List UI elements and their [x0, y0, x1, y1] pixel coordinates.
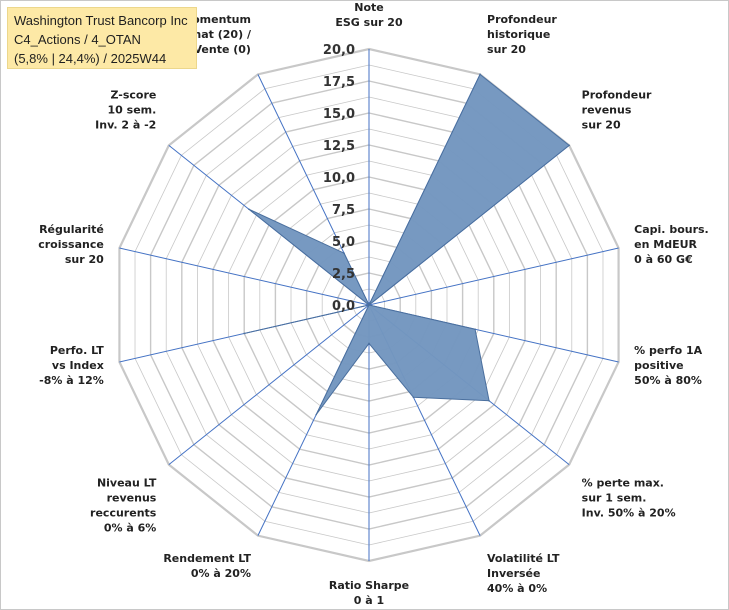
axis-label: Volatilité LT Inversée 40% à 0%: [487, 552, 560, 595]
title-box: Washington Trust Bancorp Inc C4_Actions …: [7, 7, 197, 69]
tick-label: 12,5: [323, 139, 355, 154]
series-point: [479, 73, 481, 76]
series-point: [412, 396, 415, 399]
series-point: [488, 399, 490, 402]
axis-spoke: [168, 304, 370, 466]
series-point: [343, 252, 345, 254]
axis-label: Perfo. LT vs Index -8% à 12%: [39, 344, 104, 387]
series-point: [368, 304, 370, 306]
title-company: Washington Trust Bancorp Inc: [14, 13, 188, 28]
tick-label: 7,5: [332, 203, 355, 218]
series-point: [315, 413, 318, 416]
axis-label: Profondeur revenus sur 20: [582, 88, 652, 131]
title-category: C4_Actions / 4_OTAN: [14, 32, 141, 47]
axis-label: Capi. bours. en MdEUR 0 à 60 G€: [634, 223, 709, 266]
title-stats: (5,8% | 24,4%) / 2025W44: [14, 51, 167, 66]
axis-spoke: [368, 247, 619, 306]
axis-label: Rendement LT 0% à 20%: [163, 552, 251, 580]
tick-label: 20,0: [323, 43, 355, 58]
axis-spoke: [119, 247, 370, 306]
series-point: [243, 332, 246, 335]
series-point: [474, 328, 476, 331]
tick-label: 10,0: [323, 171, 355, 186]
axis-label: Régularité croissance sur 20: [38, 223, 104, 266]
axis-label: Z-score 10 sem. Inv. 2 à -2: [95, 88, 156, 131]
tick-label: 0,0: [332, 299, 355, 314]
series-point: [368, 342, 370, 345]
axis-label: % perte max. sur 1 sem. Inv. 50% à 20%: [582, 477, 676, 520]
tick-label: 5,0: [332, 235, 355, 250]
axis-label: % perfo 1A positive 50% à 80%: [634, 344, 702, 387]
tick-label: 17,5: [323, 75, 355, 90]
axis-label: Profondeur historique sur 20: [487, 13, 557, 56]
axis-label: Ratio Sharpe 0 à 1: [329, 579, 409, 607]
series-point: [248, 208, 250, 211]
series-point: [568, 144, 570, 147]
axis-label: Note ESG sur 20: [335, 1, 403, 29]
tick-label: 2,5: [332, 267, 355, 282]
axis-label: Niveau LT revenus reccurents 0% à 6%: [90, 477, 157, 535]
tick-label: 15,0: [323, 107, 355, 122]
